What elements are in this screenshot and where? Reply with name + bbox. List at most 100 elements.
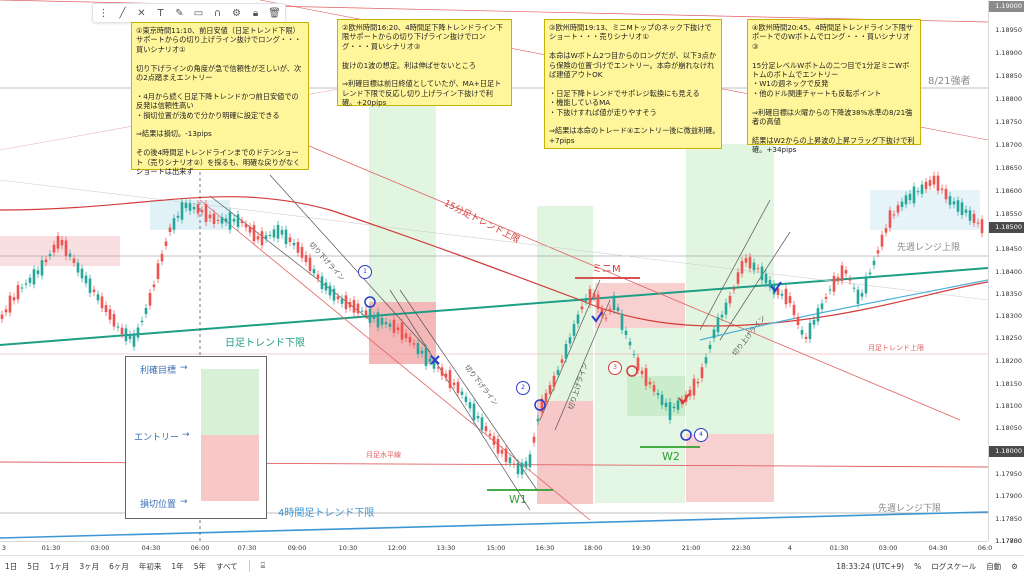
- range-button[interactable]: 5年: [193, 561, 206, 571]
- range-button[interactable]: すべて: [215, 561, 238, 571]
- entry-circle-4: [680, 429, 692, 441]
- range-button[interactable]: 6ヶ月: [109, 561, 129, 571]
- candle-body: [620, 313, 624, 331]
- candle-body: [980, 219, 984, 234]
- range-button[interactable]: 1年: [171, 561, 184, 571]
- badge-1: 1: [358, 265, 372, 279]
- four-hour-trend-line: [0, 511, 988, 539]
- range-button[interactable]: 年初来: [138, 561, 162, 571]
- candle-body: [288, 237, 292, 243]
- candle-body: [360, 310, 364, 312]
- settings-icon[interactable]: ⚙: [1011, 562, 1018, 571]
- time-tick: 06:0: [977, 544, 993, 552]
- candle-body: [636, 357, 640, 371]
- time-tick: 10:30: [338, 544, 358, 552]
- candle-body: [108, 309, 112, 320]
- candle-body: [244, 224, 248, 228]
- candle-body: [604, 317, 608, 319]
- candle-body: [532, 436, 536, 443]
- time-tick: 03:00: [878, 544, 898, 552]
- candle-body: [472, 403, 476, 421]
- auto-scale-toggle[interactable]: 自動: [986, 562, 1002, 571]
- settings-icon[interactable]: ⚙: [232, 7, 241, 19]
- drag-handle-icon[interactable]: ⋮: [98, 7, 109, 19]
- candle-body: [728, 295, 732, 304]
- candle-body: [580, 306, 584, 310]
- time-tick: 12:00: [387, 544, 407, 552]
- candle-body: [112, 314, 116, 327]
- candle-body: [484, 426, 488, 432]
- candle-body: [228, 212, 232, 230]
- candle-body: [52, 244, 56, 253]
- price-tick: 1.18950: [995, 26, 1022, 34]
- candle-body: [564, 344, 568, 359]
- candle-body: [712, 329, 716, 339]
- log-scale-toggle[interactable]: ログスケール: [931, 562, 977, 571]
- profit-zone: [627, 376, 685, 416]
- label-monthly-horizontal: 月足水平線: [366, 451, 401, 459]
- candle-body: [640, 370, 644, 375]
- candle-body: [676, 400, 680, 410]
- candle-body: [512, 463, 516, 465]
- note-scenario-2[interactable]: ②欧州時間16:20、4時間足下降トレンドライン下限サポートからの切り下げライン…: [337, 19, 512, 107]
- candle-body: [920, 184, 924, 194]
- magnet-icon[interactable]: ∩: [213, 7, 222, 19]
- label-prev-week-range-high: 先週レンジ上限: [897, 243, 961, 253]
- candle-body: [272, 229, 276, 238]
- candle-body: [256, 236, 260, 240]
- range-button[interactable]: 1日: [5, 561, 18, 571]
- candle-body: [48, 254, 52, 257]
- cross-icon[interactable]: ✕: [137, 7, 146, 19]
- entry-circle-2: [534, 399, 546, 411]
- candle-body: [104, 305, 108, 313]
- candle-body: [764, 273, 768, 284]
- candle-body: [968, 210, 972, 221]
- candle-body: [176, 215, 180, 218]
- candle-body: [36, 270, 40, 275]
- time-axis[interactable]: 3 01:30 03:00 04:30 06:00 07:30 09:00 10:30 12:0…: [0, 541, 992, 555]
- date-range-icon[interactable]: ⌸: [260, 561, 266, 570]
- candle-body: [296, 242, 300, 253]
- candle-body: [540, 398, 544, 412]
- price-tick: 1.18150: [995, 380, 1022, 388]
- candle-body: [440, 367, 444, 376]
- profit-zone: [537, 206, 593, 401]
- time-tick: 07:30: [237, 544, 257, 552]
- label-w2: W2: [662, 450, 680, 463]
- chart-area[interactable]: ⋮ ╱ ✕ T ✎ ▭ ∩ ⚙ 🔒︎ 🗑︎ ①東京時間11:10、前日安値（日足…: [0, 0, 988, 541]
- candle-body: [156, 263, 160, 279]
- chart-canvas[interactable]: [0, 0, 988, 541]
- candle-body: [128, 334, 132, 340]
- range-button[interactable]: 3ヶ月: [79, 561, 100, 571]
- candle-body: [56, 235, 60, 249]
- rectangle-icon[interactable]: ▭: [193, 7, 204, 19]
- cloud: [0, 236, 120, 266]
- range-button[interactable]: 1ヶ月: [49, 561, 70, 571]
- text-icon[interactable]: T: [157, 7, 164, 19]
- candle-body: [220, 217, 224, 224]
- candle-body: [208, 214, 212, 219]
- cut-up-line-3: [699, 199, 771, 331]
- candle-body: [672, 406, 676, 409]
- candle-body: [40, 260, 44, 276]
- candle-body: [796, 316, 800, 326]
- candle-body: [500, 449, 504, 454]
- lock-icon[interactable]: 🔒︎: [252, 7, 259, 19]
- candle-body: [648, 382, 652, 385]
- note-scenario-1[interactable]: ①東京時間11:10、前日安値（日足トレンド下限）サポートからの切り上げライン抜…: [131, 22, 309, 176]
- candle-body: [860, 293, 864, 297]
- note-scenario-4[interactable]: ④欧州時間20:45、4時間足トレンドライン下限サポートでのWボトムでロング・・…: [747, 19, 921, 154]
- trash-icon[interactable]: 🗑︎: [268, 7, 281, 19]
- candle-body: [240, 220, 244, 223]
- price-axis[interactable]: 1.19000 1.18950 1.18900 1.18850 1.18800 1.187…: [988, 0, 1024, 545]
- percent-toggle[interactable]: %: [914, 562, 922, 571]
- candle-body: [552, 375, 556, 387]
- note-scenario-3[interactable]: ③欧州時間19:13、ミニMトップのネック下抜けでショート・・・売りシナリオ① …: [544, 19, 722, 149]
- candle-body: [432, 360, 436, 369]
- candle-body: [548, 385, 552, 394]
- range-button[interactable]: 5日: [27, 561, 40, 571]
- loss-zone: [686, 434, 774, 502]
- trendline-icon[interactable]: ╱: [119, 7, 126, 19]
- candle-body: [356, 303, 360, 314]
- brush-icon[interactable]: ✎: [175, 7, 184, 19]
